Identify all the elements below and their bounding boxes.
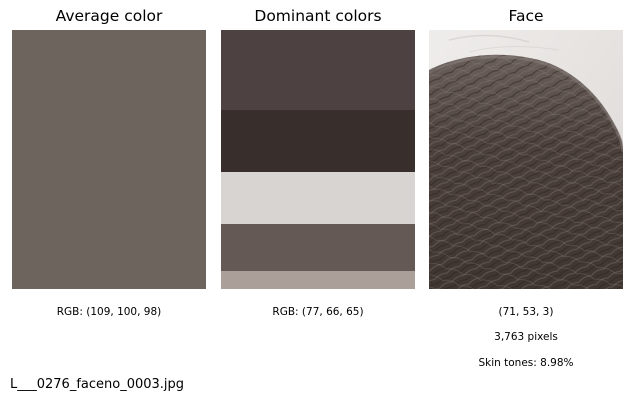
face-pixel-count-label: 3,763 pixels	[494, 331, 558, 343]
average-color-rgb-label: RGB: (109, 100, 98)	[56, 306, 162, 318]
face-image	[429, 30, 623, 289]
dominant-color-band-4	[221, 224, 415, 271]
dominant-color-band-1	[221, 30, 415, 111]
face-title: Face	[508, 7, 544, 25]
filename-label: L___0276_faceno_0003.jpg	[10, 377, 185, 392]
dominant-colors-title: Dominant colors	[254, 7, 382, 25]
dominant-color-band-5	[221, 270, 415, 289]
dominant-color-rgb-label: RGB: (77, 66, 65)	[272, 306, 364, 318]
face-rgb-label: (71, 53, 3)	[498, 306, 554, 318]
dominant-color-band-2	[221, 110, 415, 173]
skin-tones-label: Skin tones: 8.98%	[478, 357, 574, 369]
dominant-colors-stack	[221, 30, 415, 289]
average-color-swatch	[12, 30, 206, 289]
average-color-title: Average color	[55, 7, 163, 25]
dominant-color-band-3	[221, 172, 415, 225]
